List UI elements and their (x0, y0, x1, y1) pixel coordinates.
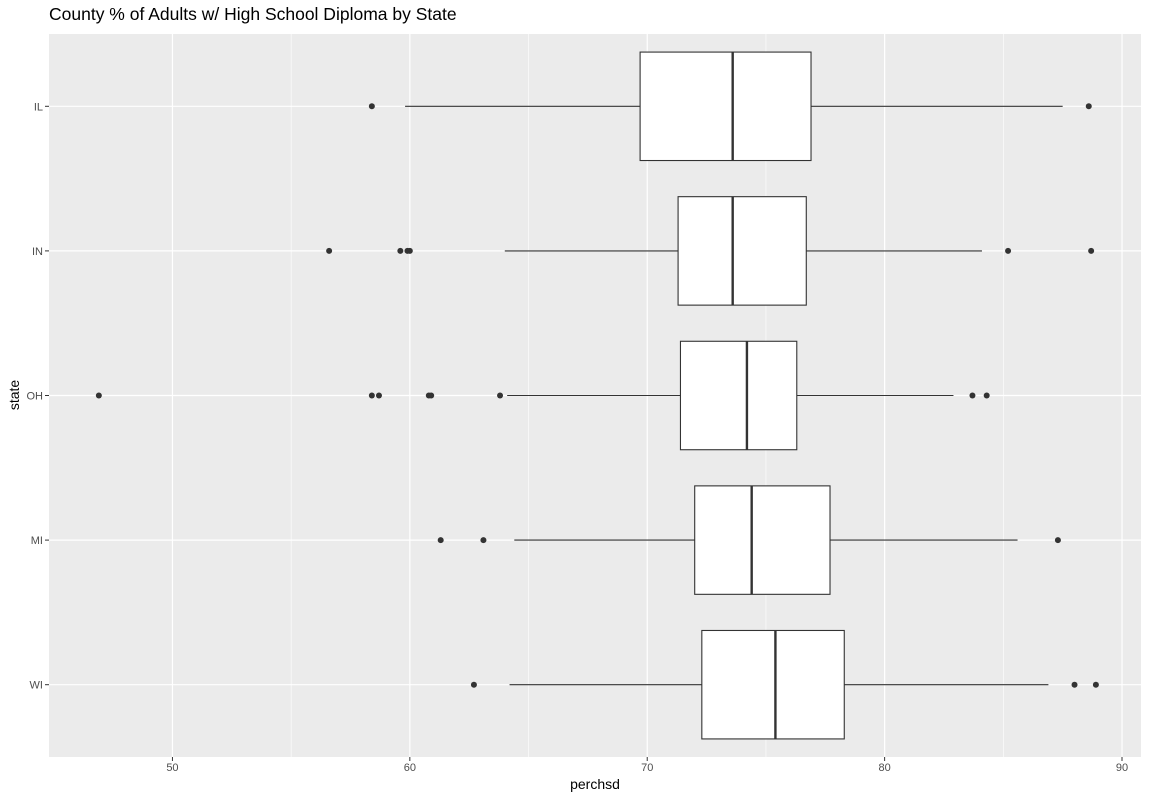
outlier-point (1085, 103, 1092, 110)
y-tick-label: IL (34, 101, 43, 113)
outlier-point (480, 537, 487, 544)
outlier-point (470, 681, 477, 688)
box-wi (470, 629, 1099, 740)
outlier-point (368, 392, 375, 399)
outlier-point (1005, 247, 1012, 254)
outlier-point (1054, 537, 1061, 544)
y-tick-label: MI (31, 535, 43, 547)
outlier-point (497, 392, 504, 399)
y-tick-label: OH (27, 391, 44, 403)
outlier-point (326, 247, 333, 254)
outlier-point (437, 537, 444, 544)
y-tick-label: WI (30, 680, 43, 692)
x-tick-label: 80 (878, 762, 890, 774)
outlier-point (1092, 681, 1099, 688)
chart-title: County % of Adults w/ High School Diplom… (49, 4, 457, 24)
outlier-point (406, 247, 413, 254)
box-in (326, 196, 1095, 306)
y-tick-label: IN (32, 246, 43, 258)
x-tick-label: 70 (641, 762, 653, 774)
outlier-point (983, 392, 990, 399)
box-il (368, 51, 1092, 162)
outlier-point (368, 103, 375, 110)
box-iqr (679, 340, 798, 451)
box-iqr (701, 629, 845, 740)
outlier-point (95, 392, 102, 399)
x-axis-label: perchsd (570, 776, 620, 792)
outlier-point (969, 392, 976, 399)
outlier-point (428, 392, 435, 399)
box-oh (95, 340, 990, 451)
outlier-point (397, 247, 404, 254)
outlier-point (1088, 247, 1095, 254)
x-tick-label: 60 (404, 762, 416, 774)
y-axis-label: state (6, 379, 22, 411)
box-iqr (677, 196, 807, 306)
box-iqr (694, 485, 831, 595)
x-tick-label: 50 (166, 762, 178, 774)
outlier-point (375, 392, 382, 399)
box-mi (437, 485, 1061, 595)
box-iqr (639, 51, 812, 162)
x-tick-label: 90 (1116, 762, 1128, 774)
outlier-point (1071, 681, 1078, 688)
